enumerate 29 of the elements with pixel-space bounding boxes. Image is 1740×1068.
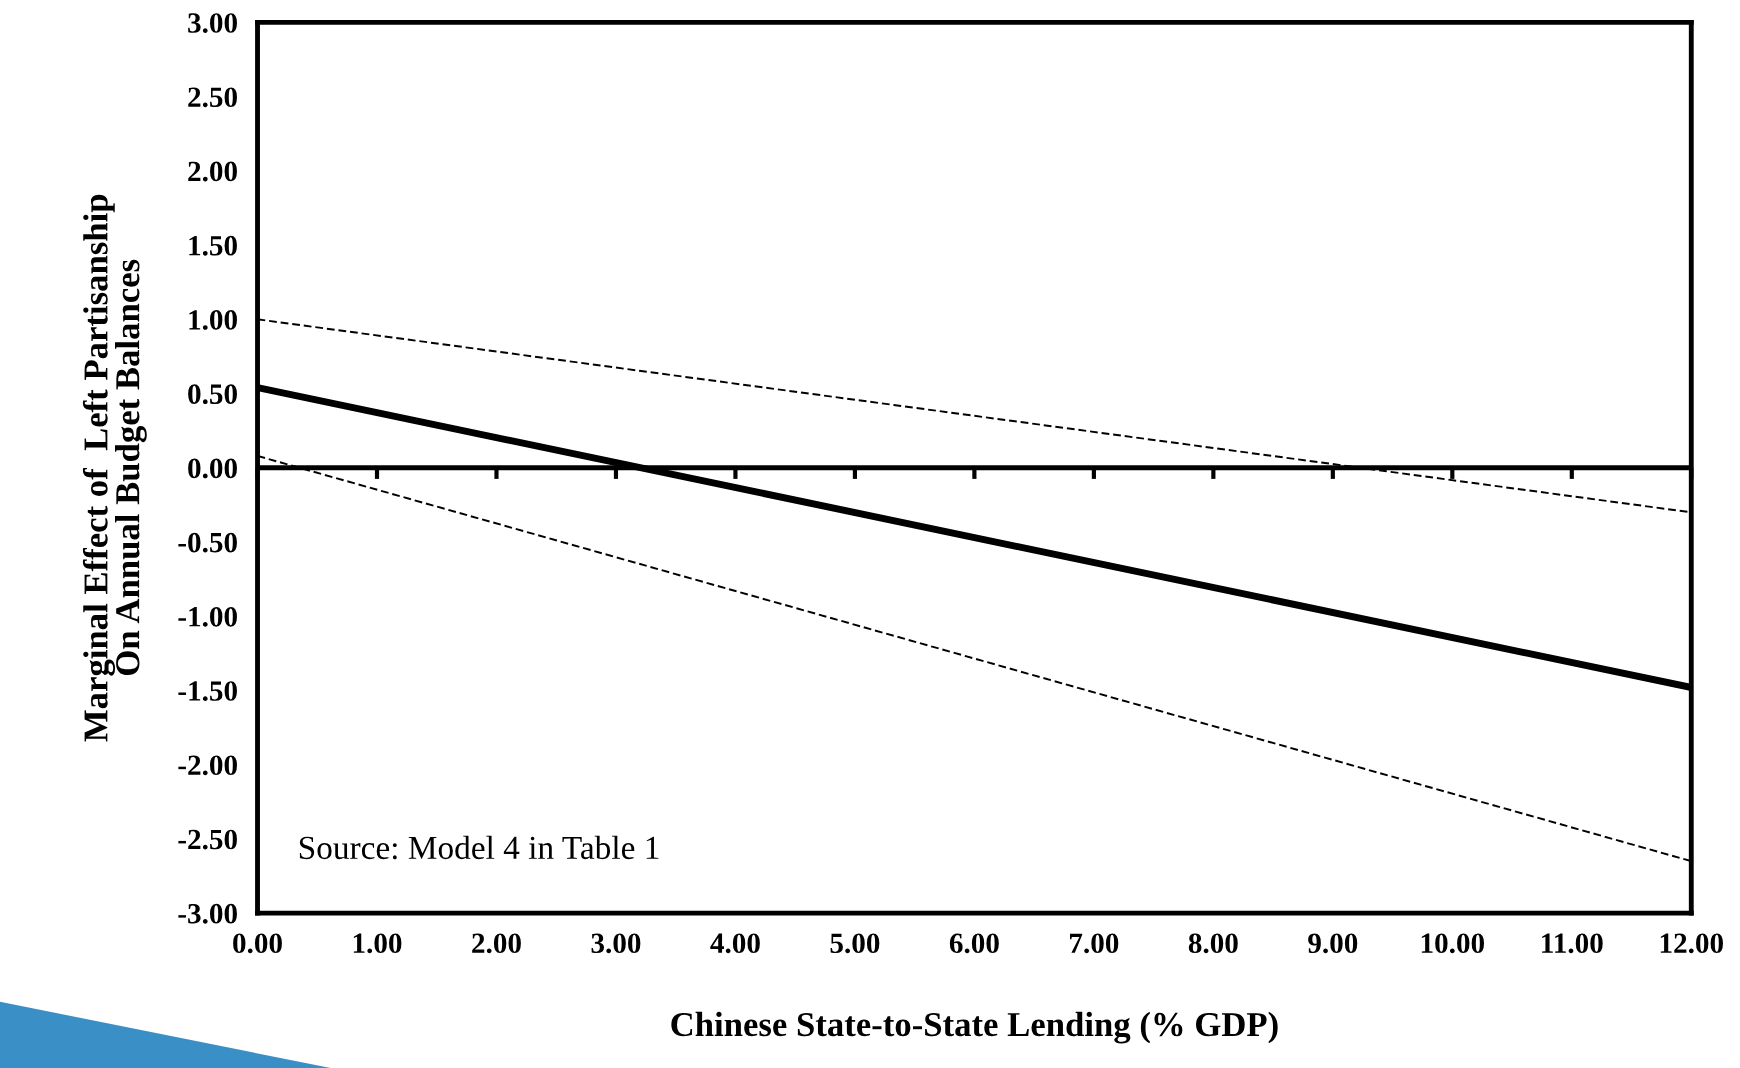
y-tick-label: -1.50	[178, 681, 237, 701]
x-tick-label: 2.00	[472, 933, 521, 954]
y-axis-title: Marginal Effect of Left Partisanship On Annual Budget Balances	[82, 194, 147, 742]
x-tick-label: 10.00	[1421, 933, 1485, 954]
x-tick-label: 5.00	[830, 933, 880, 954]
y-tick-label: -1.00	[178, 606, 237, 627]
x-tick-label: 7.00	[1070, 933, 1119, 954]
y-tick-label: -0.50	[178, 532, 237, 553]
y-tick-label: 2.00	[188, 161, 237, 182]
x-tick-label: 12.00	[1660, 933, 1723, 954]
y-tick-label: 0.50	[188, 384, 237, 405]
x-tick-label: 4.00	[710, 933, 760, 954]
y-tick-label: -2.00	[178, 755, 237, 776]
y-tick-label: 0.00	[188, 458, 237, 479]
y-tick-label: 1.00	[189, 310, 237, 330]
x-tick-label: 3.00	[591, 933, 641, 954]
x-axis-title: Chinese State-to-State Lending (% GDP)	[671, 1011, 1278, 1044]
y-tick-label: -2.50	[178, 829, 237, 850]
y-tick-label: -3.00	[178, 903, 237, 924]
x-tick-label: 9.00	[1308, 933, 1358, 954]
y-tick-label: 3.00	[188, 13, 237, 33]
annotation: Source: Model 4 in Table 1	[299, 835, 659, 860]
x-tick-label: 0.00	[233, 933, 282, 954]
x-tick-label: 8.00	[1188, 933, 1238, 954]
y-tick-label: 1.50	[189, 235, 237, 256]
y-tick-label: 2.50	[188, 87, 237, 108]
x-tick-label: 1.00	[353, 933, 402, 954]
x-tick-label: 6.00	[949, 933, 999, 954]
x-tick-label: 11.00	[1542, 933, 1603, 954]
